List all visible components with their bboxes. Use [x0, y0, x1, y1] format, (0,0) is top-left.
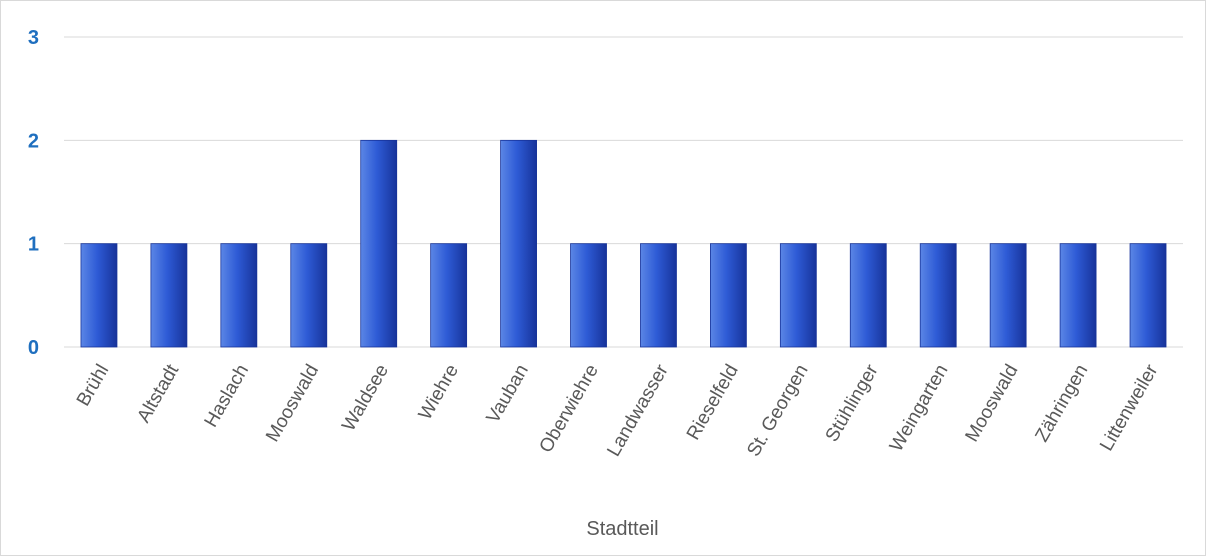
- x-tick-label: Altstadt: [133, 360, 183, 426]
- bar: [989, 243, 1027, 348]
- bar: [150, 243, 188, 348]
- x-axis-tick-labels: Brühl Altstadt Haslach Mooswald Waldsee Wiehr…: [73, 360, 1163, 460]
- y-tick-label: 0: [28, 337, 39, 359]
- bar: [640, 243, 677, 348]
- x-tick-label: Waldsee: [338, 361, 393, 435]
- x-tick-label: Haslach: [201, 361, 254, 431]
- x-tick-label: Brühl: [73, 361, 113, 410]
- x-tick-label: Zähringen: [1031, 361, 1092, 446]
- x-tick-label: Mooswald: [262, 361, 323, 446]
- x-tick-label: Oberwiehre: [536, 361, 603, 457]
- bar: [220, 243, 258, 348]
- bar: [290, 243, 328, 348]
- y-tick-label: 2: [28, 130, 39, 152]
- y-tick-label: 1: [28, 234, 39, 256]
- bar: [849, 243, 887, 348]
- x-tick-label: Weingarten: [886, 361, 953, 455]
- x-tick-label: Mooswald: [962, 361, 1023, 446]
- bar: [360, 139, 398, 348]
- x-tick-label: Vauban: [483, 361, 533, 427]
- y-tick-label: 3: [28, 27, 39, 49]
- bar: [500, 139, 537, 348]
- x-tick-label: Rieselfeld: [683, 361, 743, 444]
- x-tick-label: Wiehre: [415, 361, 463, 424]
- x-axis-title: Stadtteil: [586, 518, 658, 540]
- y-axis-tick-labels: 0 1 2 3: [28, 27, 39, 359]
- x-tick-label: Littenweiler: [1096, 360, 1163, 454]
- bar: [1129, 243, 1167, 348]
- x-tick-label: St. Georgen: [743, 361, 812, 460]
- bar: [710, 243, 747, 348]
- bar: [919, 243, 957, 348]
- bars: [80, 139, 1167, 348]
- bar: [80, 243, 118, 348]
- bar: [570, 243, 607, 348]
- x-tick-label: Landwasser: [603, 360, 673, 460]
- bar: [779, 243, 817, 348]
- bar: [1059, 243, 1097, 348]
- x-tick-label: Stühlinger: [822, 360, 883, 445]
- bar: [430, 243, 468, 348]
